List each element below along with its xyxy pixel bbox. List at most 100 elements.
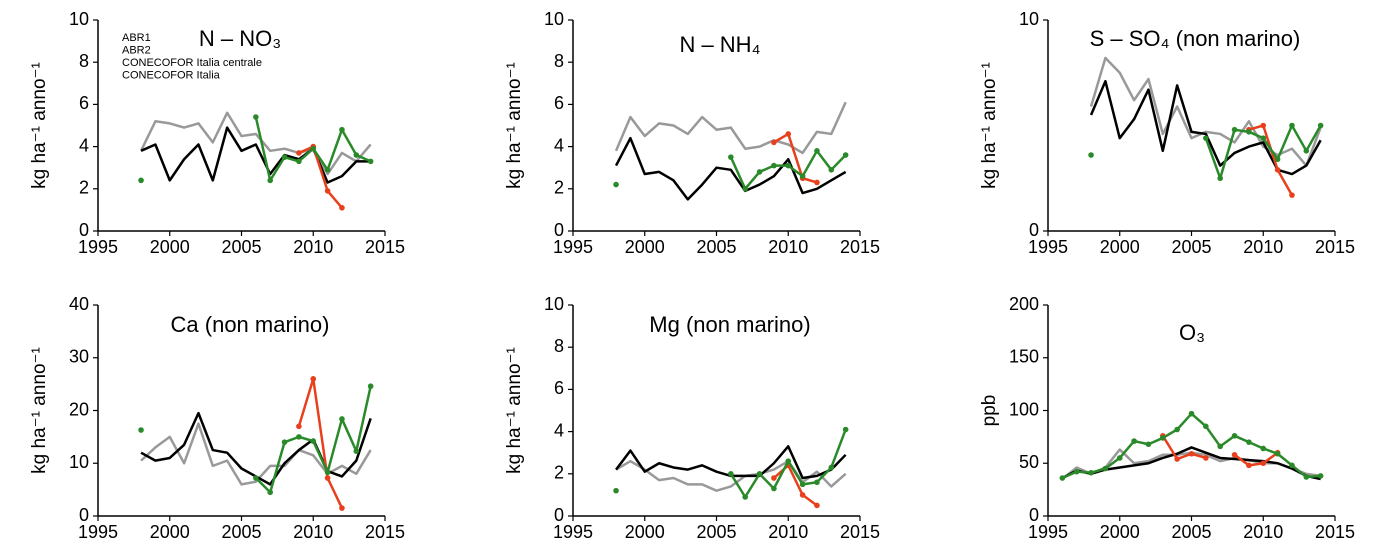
x-tick-label: 2010 <box>1243 237 1283 257</box>
data-point <box>1289 192 1295 198</box>
data-point <box>1160 435 1166 441</box>
data-point <box>799 173 806 179</box>
data-point <box>771 139 777 146</box>
data-point <box>138 177 144 184</box>
data-point <box>771 475 777 481</box>
y-tick-label: 10 <box>544 294 564 314</box>
data-point <box>1116 455 1123 461</box>
x-tick-label: 2005 <box>696 237 736 257</box>
data-point <box>1274 156 1281 163</box>
data-point <box>1246 439 1252 445</box>
y-tick-label: 10 <box>69 452 89 472</box>
data-point <box>814 502 820 509</box>
x-tick-label: 2010 <box>293 522 333 542</box>
data-point <box>324 469 331 476</box>
data-point <box>367 383 374 390</box>
data-point <box>1217 443 1223 450</box>
y-tick-label: 2 <box>554 178 564 198</box>
x-tick-label: 2000 <box>625 522 665 542</box>
y-tick-label: 10 <box>1019 9 1039 29</box>
x-tick-label: 2010 <box>1243 522 1283 542</box>
data-point <box>324 188 331 194</box>
data-point <box>728 471 734 477</box>
y-tick-label: 200 <box>1009 294 1039 314</box>
data-point <box>1145 441 1152 448</box>
y-tick-label: 4 <box>79 135 89 155</box>
x-tick-label: 2010 <box>768 237 808 257</box>
data-point <box>1231 452 1238 458</box>
y-tick-label: 0 <box>1029 505 1039 525</box>
data-point <box>253 114 259 120</box>
x-tick-label: 1995 <box>78 237 118 257</box>
y-axis-label: kg ha⁻¹ anno⁻¹ <box>504 62 525 189</box>
panel-title: O₃ <box>1179 320 1205 345</box>
data-point <box>1274 167 1281 173</box>
data-point <box>814 179 820 186</box>
series-line <box>139 111 372 176</box>
data-point <box>613 487 619 494</box>
series-line <box>1204 124 1322 180</box>
legend-entry: CONECOFOR Italia centrale <box>122 57 262 69</box>
data-point <box>1303 148 1310 154</box>
data-point <box>267 177 274 184</box>
data-point <box>814 479 820 486</box>
data-point <box>339 416 345 422</box>
data-point <box>296 423 302 430</box>
panel-title: S – SO₄ (non marino) <box>1090 26 1301 51</box>
x-tick-label: 2000 <box>625 237 665 257</box>
data-point <box>799 481 806 488</box>
legend-entry: CONECOFOR Italia <box>122 69 221 81</box>
series-line <box>614 101 847 155</box>
data-point <box>310 376 317 382</box>
data-point <box>310 145 317 152</box>
data-point <box>339 126 345 133</box>
data-point <box>267 489 274 496</box>
y-tick-label: 8 <box>554 51 564 71</box>
y-tick-label: 50 <box>1019 452 1039 472</box>
data-point <box>814 148 820 154</box>
data-point <box>756 471 763 477</box>
data-point <box>785 131 792 137</box>
panel-title: N – NH₄ <box>679 32 760 57</box>
data-point <box>296 150 302 156</box>
data-point <box>1174 456 1180 462</box>
data-point <box>1303 474 1310 480</box>
x-tick-label: 2015 <box>840 237 880 257</box>
x-tick-label: 1995 <box>1028 522 1068 542</box>
data-point <box>842 152 849 158</box>
y-tick-label: 6 <box>554 378 564 398</box>
y-tick-label: 30 <box>69 347 89 367</box>
series-line <box>298 145 343 209</box>
data-point <box>1260 135 1267 141</box>
series-line <box>1089 56 1322 167</box>
y-tick-label: 6 <box>79 93 89 113</box>
data-point <box>1188 410 1195 417</box>
y-tick-label: 8 <box>554 336 564 356</box>
legend-entry: ABR1 <box>122 32 151 44</box>
data-point <box>1289 122 1295 129</box>
data-point <box>756 169 763 175</box>
x-tick-label: 2000 <box>1100 522 1140 542</box>
data-point <box>339 204 345 211</box>
x-tick-label: 2010 <box>768 522 808 542</box>
panel-title: N – NO₃ <box>199 26 281 51</box>
x-tick-label: 2015 <box>365 237 405 257</box>
y-tick-label: 2 <box>79 178 89 198</box>
data-point <box>310 438 317 444</box>
y-tick-label: 20 <box>69 399 89 419</box>
x-tick-label: 2015 <box>1315 237 1355 257</box>
x-tick-label: 1995 <box>553 237 593 257</box>
data-point <box>1217 175 1223 182</box>
data-point <box>367 158 374 165</box>
y-tick-label: 2 <box>554 463 564 483</box>
series-line <box>140 126 371 184</box>
data-point <box>339 505 345 511</box>
panel-title: Ca (non marino) <box>171 312 330 337</box>
data-point <box>785 162 792 169</box>
series-line <box>615 459 847 492</box>
x-tick-label: 2005 <box>1171 237 1211 257</box>
series-line <box>773 132 818 184</box>
data-point <box>842 426 849 433</box>
data-point <box>1246 129 1252 135</box>
